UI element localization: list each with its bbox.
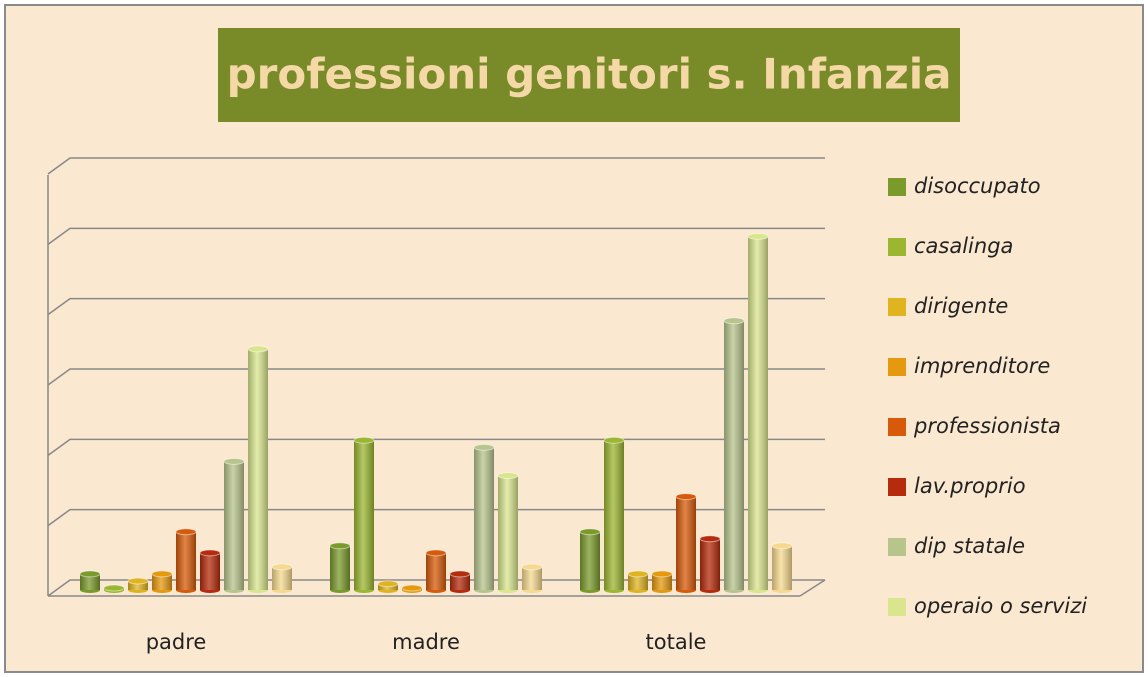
grid-line bbox=[47, 368, 825, 386]
bar-shade bbox=[272, 566, 292, 590]
bar-shade bbox=[450, 573, 470, 590]
legend-label: dirigente bbox=[914, 294, 1008, 318]
legend-label: casalinga bbox=[914, 234, 1013, 258]
bar-top bbox=[377, 580, 399, 588]
bar-top bbox=[747, 232, 769, 240]
legend-label: professionista bbox=[913, 414, 1061, 438]
bar-shade bbox=[426, 552, 446, 590]
bar-shade bbox=[224, 461, 244, 590]
legend-swatch bbox=[888, 478, 906, 496]
legend-swatch bbox=[888, 358, 906, 376]
bar-shade bbox=[498, 475, 518, 590]
bar-top bbox=[199, 549, 221, 557]
bar-top bbox=[79, 570, 101, 578]
bar-shade bbox=[628, 573, 648, 590]
bar-shade bbox=[748, 236, 768, 591]
grid-line bbox=[47, 227, 825, 245]
bar-shade bbox=[676, 496, 696, 590]
bar-shade bbox=[330, 545, 350, 590]
x-tick-label: padre bbox=[146, 630, 207, 654]
legend-label: dip statale bbox=[914, 534, 1025, 558]
bar-shade bbox=[604, 440, 624, 590]
bar-shade bbox=[200, 552, 220, 590]
bar-shade bbox=[152, 573, 172, 590]
bar-shade bbox=[580, 531, 600, 590]
bar-shade bbox=[354, 440, 374, 590]
bar-top bbox=[223, 457, 245, 465]
bar-top bbox=[627, 570, 649, 578]
bar-top bbox=[699, 535, 721, 543]
legend-swatch bbox=[888, 178, 906, 196]
bar-top bbox=[247, 345, 269, 353]
bar-top bbox=[353, 436, 375, 444]
legend-swatch bbox=[888, 238, 906, 256]
bar-top bbox=[175, 528, 197, 536]
x-tick-label: madre bbox=[392, 630, 460, 654]
bar-shade bbox=[700, 538, 720, 590]
legend-label: disoccupato bbox=[914, 174, 1041, 198]
bar-shade bbox=[80, 573, 100, 590]
bar-top bbox=[603, 436, 625, 444]
grid-line bbox=[47, 157, 825, 175]
legend-label: imprenditore bbox=[914, 354, 1050, 378]
bar-top bbox=[103, 584, 125, 592]
bar-shade bbox=[248, 348, 268, 590]
bar-top bbox=[329, 542, 351, 550]
legend-label: operaio o servizi bbox=[914, 594, 1087, 618]
bar-top bbox=[771, 542, 793, 550]
title-box bbox=[218, 28, 960, 122]
grid-line bbox=[47, 438, 825, 456]
bar-top bbox=[473, 443, 495, 451]
grid-line bbox=[47, 297, 825, 316]
bar-top bbox=[449, 570, 471, 578]
bar-shade bbox=[128, 580, 148, 590]
bar-top bbox=[127, 577, 149, 585]
bar-top bbox=[497, 471, 519, 479]
bar-top bbox=[723, 317, 745, 325]
x-tick-label: totale bbox=[646, 630, 707, 654]
legend-swatch bbox=[888, 538, 906, 556]
legend-label: lav.proprio bbox=[914, 474, 1026, 498]
legend-swatch bbox=[888, 418, 906, 436]
bar-top bbox=[271, 563, 293, 571]
legend-swatch bbox=[888, 298, 906, 316]
bar-shade bbox=[772, 545, 792, 590]
bar-shade bbox=[652, 573, 672, 590]
bar-shade bbox=[724, 320, 744, 590]
legend-swatch bbox=[888, 598, 906, 616]
bar-top bbox=[401, 584, 423, 592]
bar-shade bbox=[474, 447, 494, 590]
axis-line bbox=[799, 579, 826, 597]
bar-shade bbox=[176, 531, 196, 590]
bar-top bbox=[425, 549, 447, 557]
bar-top bbox=[151, 570, 173, 578]
bar-top bbox=[651, 570, 673, 578]
grid-line bbox=[47, 508, 825, 527]
bar-shade bbox=[522, 566, 542, 590]
chart-title: professioni genitori s. Infanzia bbox=[227, 50, 952, 99]
bar-top bbox=[675, 493, 697, 501]
bar-top bbox=[579, 528, 601, 536]
grid-line bbox=[47, 579, 825, 597]
bar-top bbox=[521, 563, 543, 571]
